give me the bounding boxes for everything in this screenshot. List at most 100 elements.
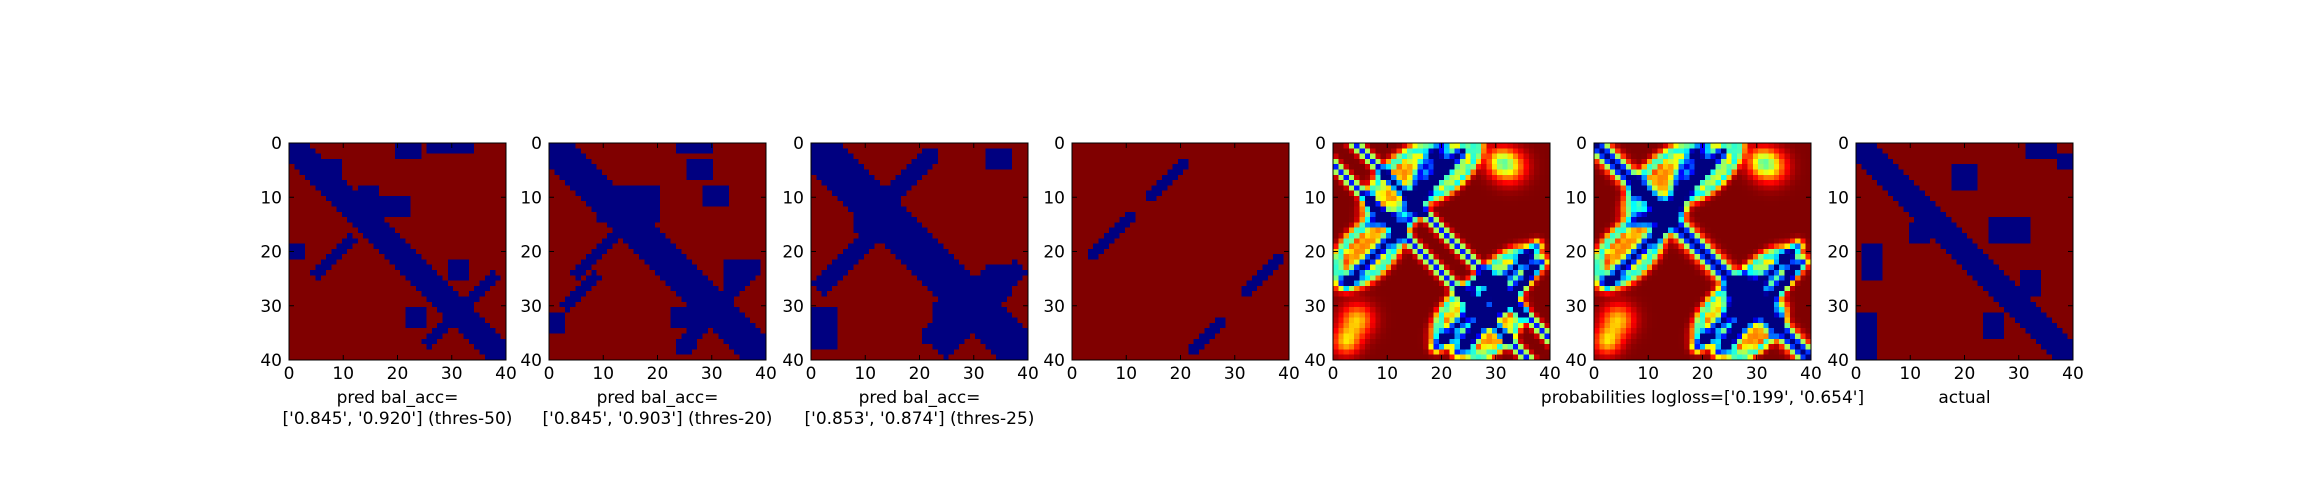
heatmap-cell xyxy=(453,296,459,303)
heatmap-cell xyxy=(885,211,891,218)
heatmap-cell xyxy=(591,201,598,208)
heatmap-cell xyxy=(421,206,428,213)
heatmap-cell xyxy=(649,270,656,276)
heatmap-cell xyxy=(660,174,667,181)
heatmap-cell xyxy=(474,275,481,282)
heatmap-cell xyxy=(628,254,635,261)
heatmap-cell xyxy=(564,206,571,213)
heatmap-cell xyxy=(633,222,640,229)
heatmap-cell xyxy=(315,317,322,324)
heatmap-cell xyxy=(707,211,714,218)
heatmap-cell xyxy=(691,259,698,266)
heatmap-cell xyxy=(405,275,412,282)
heatmap-cell xyxy=(549,344,555,351)
heatmap-cell xyxy=(405,174,412,181)
heatmap-cell xyxy=(734,322,741,329)
heatmap-cell xyxy=(990,301,997,308)
heatmap-cell xyxy=(336,211,343,218)
heatmap-cell xyxy=(586,344,592,351)
heatmap-cell xyxy=(315,328,322,335)
heatmap-cell xyxy=(484,354,491,361)
heatmap-cell xyxy=(299,185,306,192)
heatmap-cell xyxy=(442,275,449,282)
heatmap-cell xyxy=(816,322,823,329)
heatmap-cell xyxy=(389,143,396,149)
heatmap-cell xyxy=(596,354,603,361)
heatmap-cell xyxy=(948,264,955,271)
heatmap-cell xyxy=(617,270,624,276)
heatmap-cell xyxy=(948,143,955,149)
heatmap-cell xyxy=(665,333,672,340)
heatmap-cell xyxy=(347,264,354,271)
heatmap-cell xyxy=(686,195,693,202)
heatmap-cell xyxy=(707,180,714,186)
heatmap-cell xyxy=(431,206,438,213)
heatmap-cell xyxy=(811,275,817,282)
heatmap-cell xyxy=(607,148,614,155)
heatmap-cell xyxy=(638,164,645,171)
heatmap-cell xyxy=(654,264,661,271)
heatmap-cell xyxy=(623,344,629,351)
heatmap-cell xyxy=(638,328,645,335)
heatmap-cell xyxy=(617,275,624,282)
heatmap-cell xyxy=(691,174,698,181)
heatmap-cell xyxy=(879,195,886,202)
heatmap-cell xyxy=(378,153,385,160)
heatmap-cell xyxy=(586,238,592,245)
heatmap-cell xyxy=(479,217,486,223)
heatmap-cell xyxy=(911,185,918,192)
heatmap-cell xyxy=(468,153,475,160)
heatmap-cell xyxy=(826,296,833,303)
heatmap-cell xyxy=(826,185,833,192)
heatmap-cell xyxy=(863,291,870,298)
heatmap-cell xyxy=(953,328,960,335)
heatmap-cell xyxy=(665,185,672,192)
heatmap-cell xyxy=(755,291,762,298)
heatmap-cell xyxy=(707,232,714,239)
heatmap-cell xyxy=(911,211,918,218)
heatmap-cell xyxy=(431,222,438,229)
heatmap-cell xyxy=(580,280,587,287)
heatmap-cell xyxy=(996,185,1003,192)
heatmap-cell xyxy=(1017,232,1024,239)
heatmap-cell xyxy=(405,169,412,176)
heatmap-cell xyxy=(895,322,902,329)
heatmap-cell xyxy=(1017,222,1024,229)
heatmap-cell xyxy=(938,190,944,197)
heatmap-cell xyxy=(474,328,481,335)
heatmap-cell xyxy=(660,264,667,271)
heatmap-cell xyxy=(953,158,960,165)
heatmap-cell xyxy=(916,217,923,223)
heatmap-cell xyxy=(320,153,327,160)
heatmap-cell xyxy=(1022,232,1029,239)
heatmap-cell xyxy=(490,227,497,234)
heatmap-cell xyxy=(681,227,688,234)
heatmap-cell xyxy=(832,248,839,255)
heatmap-cell xyxy=(842,164,849,171)
heatmap-cell xyxy=(713,158,719,165)
heatmap-cell xyxy=(938,259,944,266)
heatmap-cell xyxy=(500,232,507,239)
heatmap-cell xyxy=(559,169,566,176)
heatmap-cell xyxy=(458,190,465,197)
heatmap-cell xyxy=(906,211,913,218)
heatmap-cell xyxy=(990,328,997,335)
heatmap-cell xyxy=(341,285,348,292)
heatmap-cell xyxy=(453,164,459,171)
heatmap-cell xyxy=(373,312,380,319)
heatmap-cell xyxy=(575,206,582,213)
heatmap-cell xyxy=(750,143,757,149)
heatmap-cell xyxy=(421,317,428,324)
heatmap-cell xyxy=(739,354,746,361)
heatmap-cell xyxy=(394,259,401,266)
heatmap-cell xyxy=(755,195,762,202)
heatmap-cell xyxy=(570,354,577,361)
heatmap-cell xyxy=(596,148,603,155)
heatmap-cell xyxy=(416,344,422,351)
heatmap-cell xyxy=(922,143,929,149)
heatmap-cell xyxy=(681,143,688,149)
heatmap-cell xyxy=(734,232,741,239)
heatmap-cell xyxy=(837,158,844,165)
heatmap-cell xyxy=(665,317,672,324)
heatmap-cell xyxy=(649,190,656,197)
